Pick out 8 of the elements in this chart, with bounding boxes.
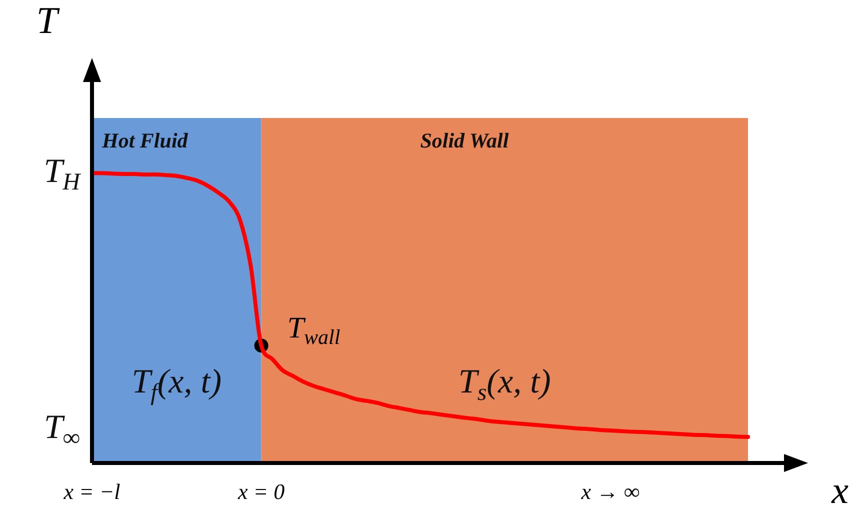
x-axis-title: x <box>830 470 849 512</box>
x-tick-label: x = 0 <box>236 478 285 504</box>
text: T∞ <box>44 408 80 452</box>
text: Solid Wall <box>420 128 509 152</box>
x-tick-label: x → ∞ <box>580 478 640 504</box>
x-tick-label: x = −l <box>62 478 120 504</box>
text: Hot Fluid <box>101 128 188 152</box>
y-axis-title: T <box>36 0 60 42</box>
